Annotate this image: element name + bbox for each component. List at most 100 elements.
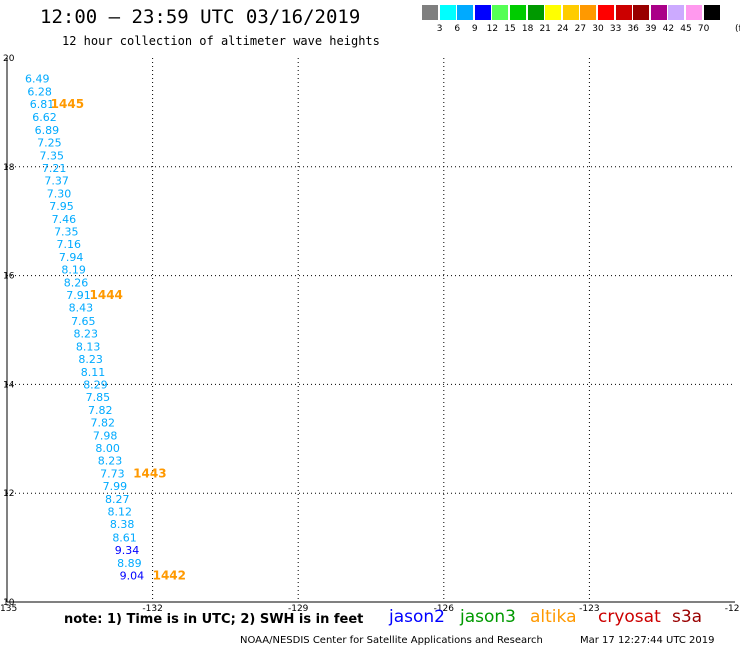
x-tick-label: -132 — [142, 604, 162, 614]
swh-value-label: 7.82 — [90, 416, 115, 429]
legend-label: 3 — [436, 24, 443, 34]
legend-swatch — [686, 5, 702, 20]
legend-swatch — [527, 5, 544, 20]
swh-value-label: 6.28 — [27, 86, 52, 99]
x-tick-label: -129 — [288, 604, 309, 614]
swh-value-label: 6.49 — [25, 73, 50, 86]
y-tick-label: 14 — [3, 380, 15, 390]
legend-label: 24 — [557, 24, 569, 34]
legend-swatch — [633, 5, 650, 20]
swh-value-label: 7.30 — [47, 187, 72, 200]
legend-swatch — [439, 5, 456, 20]
legend-swatch — [492, 5, 509, 20]
y-tick-label: 18 — [3, 163, 15, 173]
swh-value-label: 8.19 — [61, 264, 85, 277]
legend-label: 27 — [574, 24, 587, 34]
legend-swatch — [474, 5, 491, 20]
swh-value-label: 8.23 — [78, 353, 103, 366]
swh-value-label: 7.73 — [100, 468, 125, 481]
x-tick-label: -126 — [434, 604, 455, 614]
legend-label: 33 — [609, 24, 622, 34]
swh-value-label: 7.91 — [66, 289, 91, 302]
footer-credit: NOAA/NESDIS Center for Satellite Applica… — [240, 635, 543, 646]
legend-label: 18 — [521, 24, 534, 34]
swh-value-label: 7.85 — [86, 391, 111, 404]
swh-value-label: 7.37 — [44, 174, 69, 187]
swh-value-label: 8.11 — [81, 366, 106, 379]
swh-value-label: 6.81 — [30, 98, 55, 111]
legend-label: 70 — [697, 24, 710, 34]
time-label: 1443 — [133, 467, 166, 481]
swh-value-label: 7.65 — [71, 315, 96, 328]
swh-value-label: 7.99 — [103, 480, 128, 493]
y-tick-label: 16 — [3, 272, 15, 282]
swh-value-label: 7.95 — [49, 200, 74, 213]
x-tick-label: -135 — [0, 604, 17, 614]
legend-swatch — [545, 5, 562, 20]
swh-value-label: 7.98 — [93, 430, 118, 443]
satellite-altika: altika — [530, 607, 577, 627]
y-tick-label: 12 — [3, 489, 14, 499]
swh-value-label: 8.43 — [69, 302, 94, 315]
satellite-s3a: s3a — [672, 607, 703, 627]
legend-swatch — [510, 5, 526, 20]
footer-timestamp: Mar 17 12:27:44 UTC 2019 — [580, 635, 715, 646]
legend-swatch — [598, 5, 614, 20]
legend-swatch — [615, 5, 632, 20]
swh-value-label: 6.62 — [32, 111, 57, 124]
legend-label: 36 — [627, 24, 639, 34]
legend-unit: (ft) — [735, 24, 740, 34]
y-tick-label: 10 — [3, 598, 15, 608]
legend-label: 6 — [454, 24, 461, 34]
chart-title: 12:00 — 23:59 UTC 03/16/2019 — [40, 6, 361, 28]
swh-value-label: 7.25 — [37, 136, 62, 149]
legend-swatch — [668, 5, 685, 20]
swh-value-label: 8.00 — [95, 442, 120, 455]
swh-value-label: 8.13 — [76, 340, 101, 353]
swh-value-label: 7.16 — [57, 238, 81, 251]
swh-value-label: 8.27 — [105, 493, 129, 506]
swh-value-label: 7.35 — [54, 226, 79, 239]
swh-value-label: 7.82 — [88, 404, 113, 417]
time-label: 1442 — [153, 568, 186, 582]
swh-value-label: 8.89 — [117, 557, 142, 570]
swh-value-label: 8.26 — [64, 277, 88, 290]
legend-label: 30 — [592, 24, 604, 34]
legend-swatch — [562, 5, 579, 20]
legend-label: 21 — [539, 24, 551, 34]
legend-swatch — [422, 5, 438, 20]
units-note: note: 1) Time is in UTC; 2) SWH is in fe… — [64, 612, 364, 627]
swh-value-label: 6.89 — [35, 124, 60, 137]
swh-value-label: 8.29 — [83, 378, 108, 391]
swh-value-label: 7.35 — [40, 149, 65, 162]
satellite-jason3: jason3 — [460, 607, 516, 627]
swh-value-label: 8.23 — [73, 327, 98, 340]
swh-value-label: 7.21 — [42, 162, 67, 175]
swh-value-label: 7.46 — [52, 213, 77, 226]
swh-value-label: 8.61 — [112, 531, 137, 544]
swh-value-label: 8.12 — [107, 506, 131, 519]
swh-value-label: 8.23 — [98, 455, 123, 468]
legend-swatch — [703, 5, 720, 20]
satellite-jason2: jason2 — [389, 607, 445, 627]
swh-value-label: 7.94 — [59, 251, 83, 264]
legend-label: 39 — [645, 24, 657, 34]
swh-value-label: 9.04 — [120, 569, 145, 582]
swh-value-label: 8.38 — [110, 518, 134, 531]
satellite-cryosat: cryosat — [598, 607, 661, 627]
legend-label: 9 — [471, 24, 478, 34]
legend-swatch — [580, 5, 597, 20]
legend-label: 15 — [504, 24, 516, 34]
legend-swatch — [650, 5, 667, 20]
legend-label: 12 — [486, 24, 499, 34]
chart-subtitle: 12 hour collection of altimeter wave hei… — [62, 34, 380, 48]
legend-swatch — [457, 5, 474, 20]
legend-label: 42 — [662, 24, 675, 34]
x-tick-label: -120 — [725, 604, 740, 614]
time-label: 1445 — [51, 97, 84, 111]
swh-value-label: 9.34 — [115, 544, 140, 557]
legend-label: 45 — [680, 24, 692, 34]
y-tick-label: 20 — [3, 54, 15, 64]
x-tick-label: -123 — [579, 604, 599, 614]
